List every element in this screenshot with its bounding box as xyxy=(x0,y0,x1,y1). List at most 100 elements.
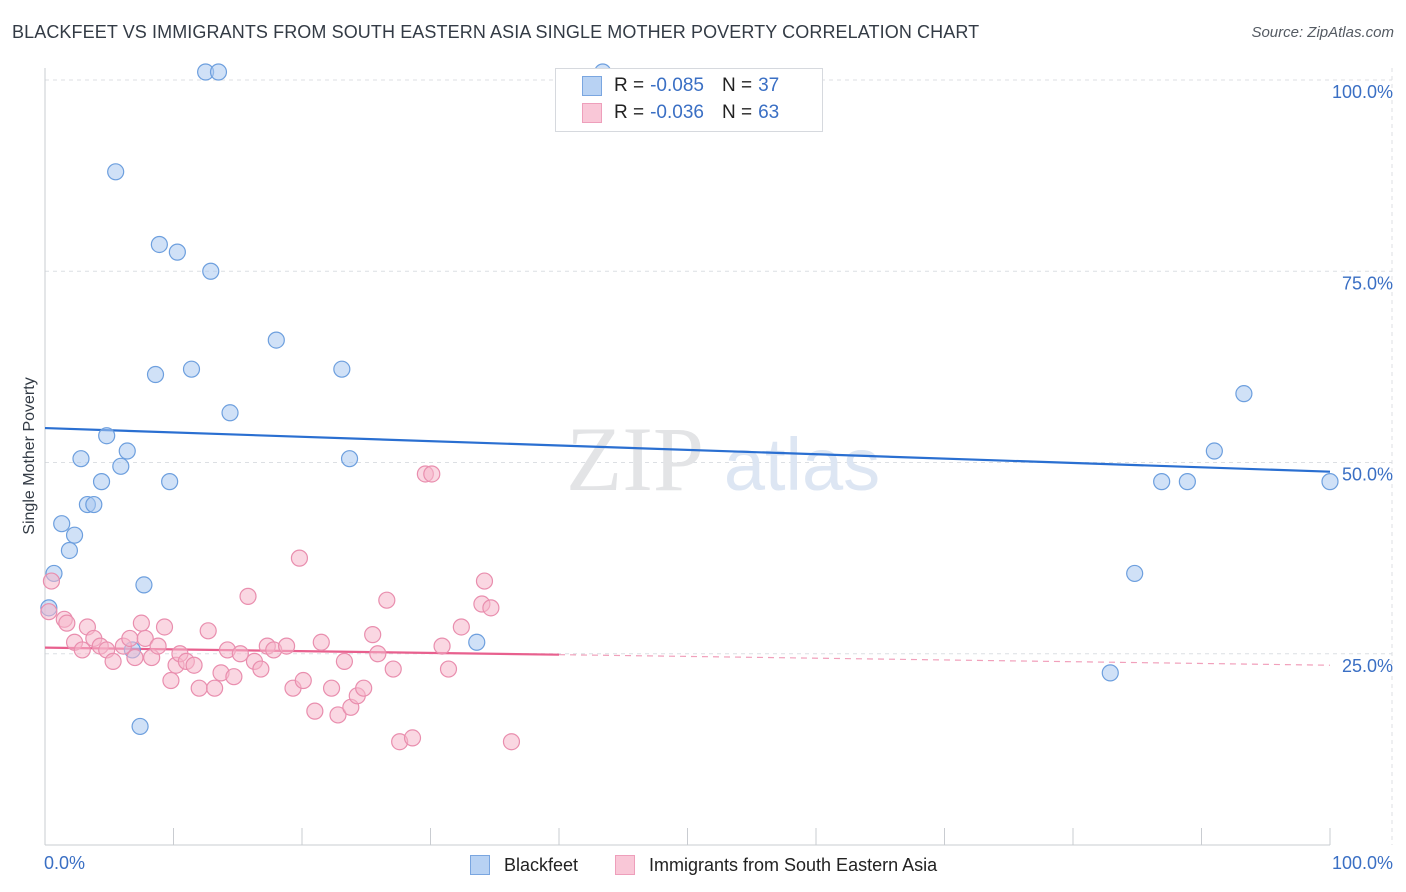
immigrants-point xyxy=(73,641,91,659)
y-tick-label: 50.0% xyxy=(1342,465,1393,485)
watermark: ZIP atlas xyxy=(566,408,880,510)
blackfeet-point xyxy=(60,541,79,560)
immigrants-point xyxy=(239,587,257,605)
blackfeet-point xyxy=(135,576,153,594)
y-tick-label: 100.0% xyxy=(1332,82,1393,102)
immigrants-point xyxy=(40,603,58,621)
legend-n-label: N = xyxy=(721,75,753,96)
immigrants-point xyxy=(199,622,217,640)
y-tick-labels: 25.0% 50.0% 75.0% 100.0% xyxy=(1332,82,1393,676)
x-tick-label-right: 100.0% xyxy=(1332,853,1393,873)
blackfeet-trend-line xyxy=(44,426,1331,473)
series-legend: Blackfeet Immigrants from South Eastern … xyxy=(0,852,1406,878)
legend-swatch-immigrants xyxy=(615,855,635,875)
immigrants-point xyxy=(364,626,382,644)
immigrants-point xyxy=(121,629,139,648)
immigrants-point xyxy=(452,618,470,636)
legend-n-value: 63 xyxy=(758,102,780,123)
blackfeet-point xyxy=(161,473,179,491)
immigrants-point xyxy=(126,648,144,667)
legend-label-immigrants: Immigrants from South Eastern Asia xyxy=(649,854,938,875)
y-tick-label: 25.0% xyxy=(1342,656,1393,676)
chart-title: BLACKFEET VS IMMIGRANTS FROM SOUTH EASTE… xyxy=(12,22,980,42)
blackfeet-point xyxy=(333,360,351,378)
blackfeet-point xyxy=(65,526,84,544)
source-credit: Source: ZipAtlas.com xyxy=(1251,24,1394,41)
blackfeet-point xyxy=(267,331,285,349)
blackfeet-point xyxy=(1178,473,1196,491)
blackfeet-point xyxy=(131,717,149,736)
blackfeet-point xyxy=(98,427,116,445)
blackfeet-point xyxy=(118,442,136,460)
immigrants-point xyxy=(335,652,354,671)
immigrants-point xyxy=(312,633,330,651)
blackfeet-point xyxy=(209,63,228,81)
immigrants-point xyxy=(502,733,521,751)
x-tick-label-left: 0.0% xyxy=(44,853,85,873)
immigrants-point xyxy=(185,656,203,674)
immigrants-point xyxy=(162,671,180,690)
legend-r-label: R = xyxy=(614,75,645,96)
immigrants-point xyxy=(290,549,309,567)
immigrants-point xyxy=(329,706,347,724)
blackfeet-point xyxy=(468,633,486,651)
legend-row-blackfeet: R = -0.085 N = 37 xyxy=(582,73,779,99)
blackfeet-point xyxy=(202,262,220,280)
legend-r-label: R = xyxy=(614,102,645,123)
immigrants-point xyxy=(206,679,224,697)
immigrants-point xyxy=(132,614,150,632)
immigrants-point xyxy=(136,629,154,648)
immigrants-point xyxy=(369,645,387,663)
stats-legend: R = -0.085 N = 37 R = -0.036 N = 63 xyxy=(555,68,823,132)
immigrants-point xyxy=(149,637,167,655)
immigrants-point xyxy=(306,702,324,720)
data-points xyxy=(40,63,1339,751)
blackfeet-point xyxy=(92,473,111,491)
legend-n-value: 37 xyxy=(758,75,780,96)
blackfeet-point xyxy=(182,360,201,378)
immigrants-point xyxy=(58,614,76,632)
immigrants-point xyxy=(277,637,296,655)
blackfeet-point xyxy=(1126,564,1144,583)
blackfeet-point xyxy=(1101,664,1119,682)
immigrants-point xyxy=(482,599,500,617)
blackfeet-point xyxy=(340,450,359,468)
immigrants-point xyxy=(322,679,341,697)
legend-row-immigrants: R = -0.036 N = 63 xyxy=(582,100,779,126)
legend-swatch-blackfeet xyxy=(470,855,490,875)
blackfeet-point xyxy=(72,450,90,468)
immigrants-point xyxy=(190,679,208,697)
legend-label-blackfeet: Blackfeet xyxy=(504,854,579,875)
blackfeet-point xyxy=(1235,385,1253,403)
immigrants-point xyxy=(475,572,494,590)
blackfeet-point xyxy=(1153,473,1171,491)
watermark-zip: ZIP xyxy=(566,408,704,510)
immigrants-trend-line-extension xyxy=(558,654,1331,666)
blackfeet-point xyxy=(168,243,186,261)
immigrants-point xyxy=(433,637,451,655)
immigrants-point xyxy=(42,572,61,590)
immigrants-point xyxy=(231,645,249,663)
gridlines xyxy=(45,68,1393,845)
blackfeet-point xyxy=(85,495,103,514)
blackfeet-point xyxy=(146,365,165,384)
blackfeet-point xyxy=(1205,442,1223,460)
y-tick-label: 75.0% xyxy=(1342,273,1393,293)
legend-swatch-pink xyxy=(582,103,602,123)
immigrants-point xyxy=(294,671,312,690)
axes xyxy=(44,68,1331,846)
immigrants-point xyxy=(252,660,270,678)
legend-swatch-blue xyxy=(582,76,602,96)
legend-item-blackfeet[interactable]: Blackfeet xyxy=(470,852,578,878)
x-tick-labels: 0.0% 100.0% xyxy=(44,853,1393,873)
legend-item-immigrants[interactable]: Immigrants from South Eastern Asia xyxy=(615,852,937,878)
immigrants-point xyxy=(439,660,458,678)
legend-r-value: -0.085 xyxy=(650,75,704,96)
immigrants-point xyxy=(225,668,243,686)
watermark-atlas: atlas xyxy=(724,423,880,506)
blackfeet-point xyxy=(150,235,168,254)
blackfeet-point xyxy=(53,515,71,533)
blackfeet-point xyxy=(107,163,125,181)
immigrants-point xyxy=(403,729,422,747)
